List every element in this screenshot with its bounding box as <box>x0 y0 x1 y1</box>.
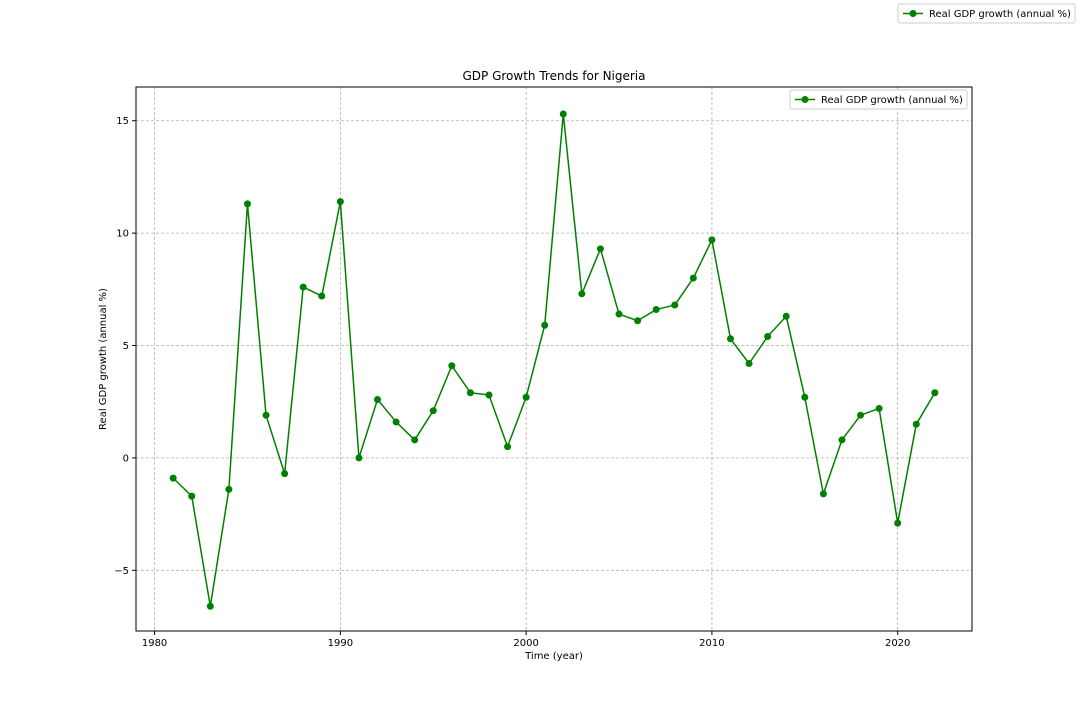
x-tick-label: 1990 <box>328 638 353 649</box>
data-point <box>931 389 939 397</box>
data-point <box>857 411 865 419</box>
x-tick-label: 1980 <box>142 638 167 649</box>
y-tick-label: 15 <box>116 116 129 127</box>
data-point <box>355 454 363 462</box>
data-point <box>559 110 567 118</box>
data-point <box>392 418 400 426</box>
x-tick-label: 2020 <box>885 638 910 649</box>
figure-legend-box <box>897 3 1076 24</box>
data-point <box>689 274 697 282</box>
tick-layer: 1980 1990 2000 2010 2020 −5 0 5 10 15 <box>114 116 910 649</box>
data-point <box>485 391 493 399</box>
figure-legend-marker-swatch <box>909 10 917 17</box>
plot-frame <box>135 86 973 632</box>
data-point <box>819 490 827 498</box>
data-point <box>299 283 307 291</box>
y-axis-label: Real GDP growth (annual %) <box>98 288 109 430</box>
data-point <box>206 602 214 610</box>
data-point <box>504 443 512 451</box>
data-point <box>225 485 233 493</box>
plot-legend: Real GDP growth (annual %) <box>789 89 968 110</box>
data-point <box>188 492 196 500</box>
data-point <box>708 236 716 244</box>
data-point <box>411 436 419 444</box>
data-point <box>764 333 772 341</box>
x-axis-label: Time (year) <box>524 651 583 662</box>
data-point <box>336 198 344 206</box>
data-point <box>726 335 734 343</box>
legend-box <box>789 89 968 110</box>
data-point <box>745 359 753 367</box>
series-line <box>172 113 936 608</box>
data-point <box>448 362 456 370</box>
data-point <box>801 393 809 401</box>
data-point <box>912 420 920 428</box>
data-point <box>262 411 270 419</box>
data-point <box>615 310 623 318</box>
series-layer <box>169 110 939 610</box>
data-point <box>374 395 382 403</box>
data-point <box>596 245 604 253</box>
data-point <box>281 470 289 478</box>
data-point <box>169 474 177 482</box>
figure-legend: Real GDP growth (annual %) <box>897 3 1076 24</box>
data-point <box>838 436 846 444</box>
data-point <box>466 389 474 397</box>
data-point <box>243 200 251 208</box>
x-tick-label: 2000 <box>513 638 538 649</box>
y-tick-label: 0 <box>123 453 129 464</box>
data-point <box>782 312 790 320</box>
data-point <box>634 317 642 325</box>
figure-legend-label: Real GDP growth (annual %) <box>929 9 1071 20</box>
data-point <box>522 393 530 401</box>
data-point <box>541 321 549 329</box>
data-point <box>578 290 586 298</box>
data-point <box>894 519 902 527</box>
data-point <box>875 404 883 412</box>
y-tick-label: 5 <box>123 341 129 352</box>
data-point <box>652 306 660 314</box>
chart-title: GDP Growth Trends for Nigeria <box>463 69 646 83</box>
data-point <box>671 301 679 309</box>
grid-layer <box>136 87 972 631</box>
y-tick-label: −5 <box>114 566 129 577</box>
y-tick-label: 10 <box>116 229 129 240</box>
data-point <box>318 292 326 300</box>
x-tick-label: 2010 <box>699 638 724 649</box>
legend-marker-swatch <box>801 96 809 103</box>
legend-label: Real GDP growth (annual %) <box>821 95 963 106</box>
data-point <box>429 407 437 415</box>
